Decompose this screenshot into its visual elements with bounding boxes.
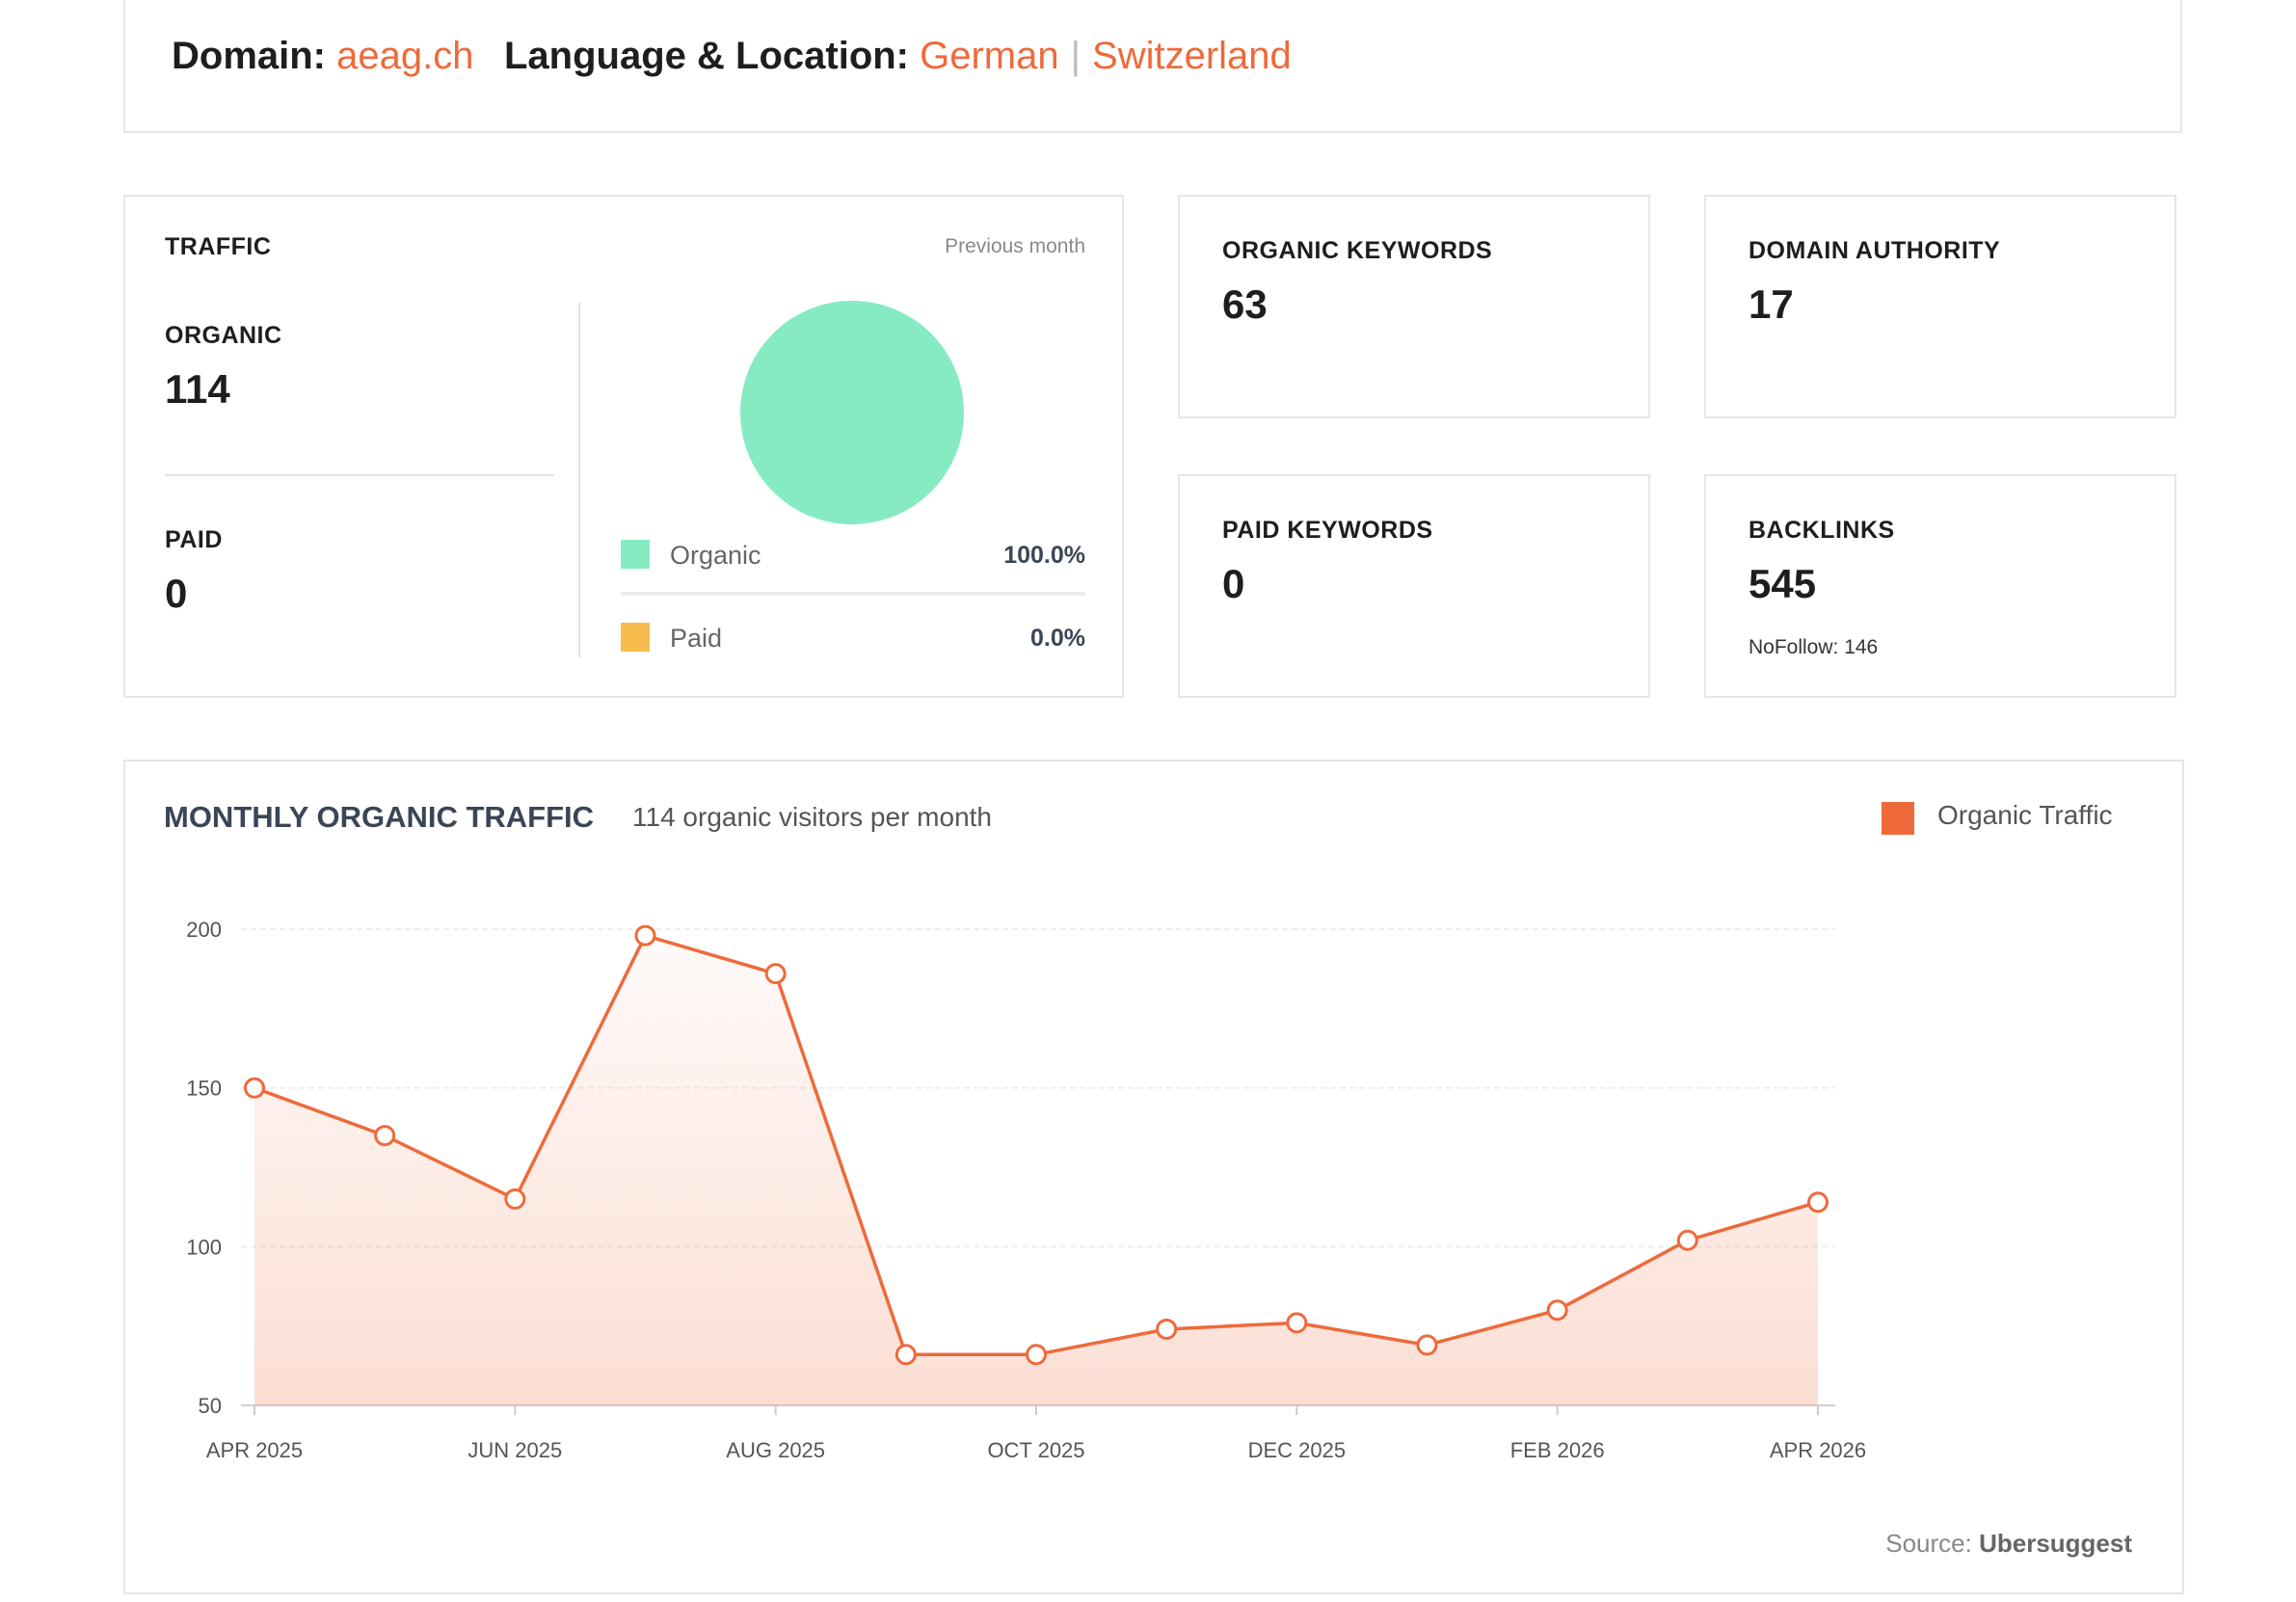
nofollow-count: NoFollow: 146 [1749,636,1879,658]
data-point[interactable] [764,963,787,985]
source-name: Ubersuggest [1979,1529,2132,1558]
data-point[interactable] [244,1077,265,1099]
x-tick-label: OCT 2025 [987,1438,1084,1462]
x-tick-label: JUN 2025 [467,1438,562,1462]
language-location-info: Language & Location: German | Switzerland [504,35,1292,78]
organic-keywords-card[interactable]: ORGANIC KEYWORDS 63 [1178,195,1650,418]
divider [165,474,554,476]
domain-authority-value: 17 [1749,281,1794,327]
data-point[interactable] [1026,1344,1047,1366]
organic-value: 114 [165,366,230,412]
organic-legend-value: 100.0% [1003,542,1085,569]
chart-legend-label[interactable]: Organic Traffic [1937,800,2113,830]
data-point[interactable] [1156,1318,1178,1340]
organic-legend-swatch [621,540,650,569]
source-credit: Source: Ubersuggest [1885,1529,2132,1559]
y-tick-label: 200 [186,918,222,942]
organic-label: ORGANIC [165,322,282,349]
x-tick-label: APR 2025 [206,1438,303,1462]
domain-authority-label: DOMAIN AUTHORITY [1749,237,2001,264]
organic-keywords-label: ORGANIC KEYWORDS [1222,237,1493,264]
data-point[interactable] [1676,1229,1698,1251]
language-separator: | [1070,35,1081,77]
data-point[interactable] [504,1188,526,1210]
x-tick-label: APR 2026 [1770,1438,1866,1462]
paid-legend-value: 0.0% [1030,625,1085,652]
paid-keywords-value: 0 [1222,561,1245,606]
domain-authority-card[interactable]: DOMAIN AUTHORITY 17 [1704,195,2176,418]
backlinks-value: 545 [1749,561,1817,606]
chart-legend-swatch[interactable] [1882,802,1914,835]
paid-legend-swatch [621,623,650,652]
organic-keywords-value: 63 [1222,281,1268,327]
domain-info: Domain: aeag.ch [172,35,473,78]
data-point[interactable] [1416,1334,1438,1356]
pie-slice-organic[interactable] [740,301,964,524]
paid-keywords-label: PAID KEYWORDS [1222,517,1433,544]
series-area [254,935,1818,1405]
domain-label: Domain: [172,35,326,77]
paid-keywords-card[interactable]: PAID KEYWORDS 0 [1178,474,1650,698]
language-location-label: Language & Location: [504,35,909,77]
site-header: Domain: aeag.ch Language & Location: Ger… [123,0,2182,133]
paid-value: 0 [165,571,188,616]
y-tick-label: 50 [199,1394,222,1418]
data-point[interactable] [634,924,656,947]
vertical-divider [578,303,580,657]
chart-subtitle: 114 organic visitors per month [632,802,992,832]
x-tick-label: DEC 2025 [1248,1438,1347,1462]
traffic-pie-chart[interactable] [740,301,964,524]
paid-label: PAID [165,526,223,553]
paid-legend-label: Paid [670,624,723,653]
chart-title: MONTHLY ORGANIC TRAFFIC [164,800,595,834]
data-point[interactable] [1286,1312,1308,1334]
legend-divider [621,592,1085,596]
x-tick-label: AUG 2025 [726,1438,825,1462]
organic-legend-label: Organic [670,541,761,570]
data-point[interactable] [1546,1299,1568,1322]
y-tick-label: 100 [186,1235,222,1259]
language-link[interactable]: German [920,35,1059,77]
traffic-period: Previous month [945,235,1085,257]
x-tick-label: FEB 2026 [1510,1438,1605,1462]
monthly-traffic-card: 200 150 100 50 APR 2025 JUN 2025 AUG 2025 OCT 2… [123,760,2184,1594]
y-tick-label: 150 [186,1077,222,1101]
source-prefix: Source: [1885,1529,1972,1558]
data-point[interactable] [894,1344,917,1366]
data-point[interactable] [1807,1191,1829,1214]
traffic-card: TRAFFIC Previous month ORGANIC 114 PAID … [123,195,1124,698]
location-link[interactable]: Switzerland [1092,35,1292,77]
monthly-traffic-chart: 200 150 100 50 APR 2025 JUN 2025 AUG 2025 OCT 2… [186,918,1866,1462]
backlinks-card[interactable]: BACKLINKS 545 NoFollow: 146 [1704,474,2176,698]
data-point[interactable] [374,1125,396,1147]
traffic-title: TRAFFIC [165,233,272,260]
backlinks-label: BACKLINKS [1749,517,1895,544]
domain-link[interactable]: aeag.ch [336,35,474,77]
